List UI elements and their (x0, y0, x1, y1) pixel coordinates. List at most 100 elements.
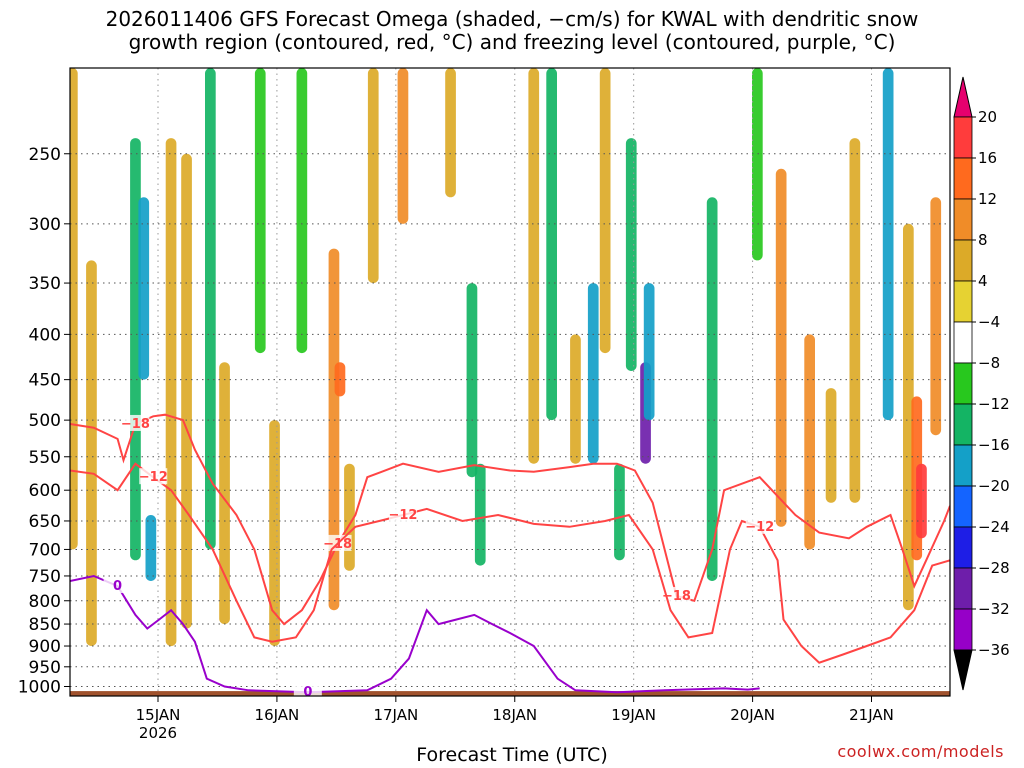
y-tick-label: 900 (29, 637, 61, 657)
contour-label: 0 (303, 685, 312, 700)
omega-cell (587, 283, 599, 464)
omega-cell (254, 68, 266, 354)
omega-cell (882, 68, 894, 421)
plot-frame (69, 67, 951, 697)
gridlines (70, 68, 950, 696)
y-tick-label: 650 (29, 512, 61, 532)
x-tick-label: 16JAN (255, 706, 300, 724)
omega-cell (625, 138, 637, 371)
y-tick-label: 500 (29, 411, 61, 431)
y-tick-label: 450 (29, 371, 61, 391)
omega-cell (328, 248, 340, 611)
colorbar-label: −8 (978, 354, 1000, 372)
title-line-1: 2026011406 GFS Forecast Omega (shaded, −… (105, 7, 919, 31)
colorbar-segment (953, 362, 973, 405)
omega-shading-layer (70, 68, 942, 647)
contour-label-background (745, 517, 774, 534)
omega-cell (70, 68, 78, 550)
colorbar-segment (953, 403, 973, 446)
colorbar-label: 12 (978, 190, 997, 208)
contour-line--18 (70, 413, 950, 626)
y-tick-label: 700 (29, 540, 61, 560)
colorbar-label: 4 (978, 272, 988, 290)
omega-cell (752, 68, 763, 261)
y-tick-label: 950 (29, 658, 61, 678)
colorbar-segment (953, 198, 973, 241)
colorbar-segment (953, 444, 973, 487)
omega-cell (397, 68, 409, 224)
y-tick-label: 400 (29, 325, 61, 345)
omega-cell (86, 260, 97, 646)
y-tick-label: 800 (29, 592, 61, 612)
colorbar-segment (953, 526, 973, 569)
credit-text: coolwx.com/models (837, 742, 1004, 761)
colorbar-label: 8 (978, 231, 988, 249)
x-axis-label: Forecast Time (UTC) (416, 744, 608, 766)
omega-cell (528, 68, 540, 464)
omega-cell (804, 334, 815, 550)
omega-cell (138, 197, 150, 380)
y-tick-label: 600 (29, 481, 61, 501)
x-tick-label: 19JAN (611, 706, 656, 724)
colorbar-bottom-arrow (953, 649, 973, 691)
omega-cell (130, 138, 141, 561)
omega-cell (546, 68, 557, 421)
omega-cell (205, 68, 216, 550)
colorbar-label: −20 (978, 477, 1010, 495)
contour-line-0 (70, 574, 760, 694)
omega-cell (825, 388, 837, 503)
y-tick-label: 1000 (18, 678, 61, 698)
colorbar-segment (953, 239, 973, 282)
omega-cell (599, 68, 611, 354)
omega-cell (930, 197, 942, 436)
colorbar-label: −36 (978, 641, 1010, 659)
contour-label-background (662, 586, 691, 603)
omega-cell (145, 515, 157, 581)
y-tick-label: 300 (29, 215, 61, 235)
omega-cell (367, 68, 379, 284)
y-tick-label: 550 (29, 448, 61, 468)
contour-label: −12 (745, 520, 774, 535)
colorbar-label: −12 (978, 395, 1010, 413)
contour-label-background (388, 506, 417, 523)
contour-label: −12 (139, 470, 168, 485)
omega-cell (849, 138, 861, 503)
title-line-2: growth region (contoured, red, °C) and f… (128, 30, 896, 54)
terrain-band (70, 691, 950, 696)
colorbar: 20 16 12 8 4 −4 −8 −12 −16 −20 −24 −28 −32 −36 (953, 76, 1010, 691)
omega-cell (219, 362, 230, 625)
colorbar-segment (953, 485, 973, 528)
contour-label-background (139, 468, 168, 485)
contour-label-background (103, 577, 132, 594)
colorbar-segment (953, 157, 973, 200)
chart-title: 2026011406 GFS Forecast Omega (shaded, −… (0, 8, 1024, 54)
contour-label: −12 (388, 508, 417, 523)
omega-cell (296, 68, 308, 354)
y-tick-label: 350 (29, 274, 61, 294)
x-tick-label: 21JAN (849, 706, 894, 724)
colorbar-top-arrow (953, 76, 973, 118)
omega-cell (474, 463, 486, 566)
colorbar-label: −32 (978, 600, 1010, 618)
colorbar-segment (953, 608, 973, 651)
colorbar-label: −24 (978, 518, 1010, 536)
x-tick-label: 15JAN (136, 706, 181, 724)
omega-cell (165, 138, 177, 647)
colorbar-label: 20 (978, 108, 997, 126)
omega-cell (445, 68, 456, 198)
omega-cell (706, 197, 718, 582)
colorbar-label: −16 (978, 436, 1010, 454)
omega-cell (916, 463, 927, 539)
contour-label-background (121, 414, 150, 431)
contour-label: −18 (662, 589, 691, 604)
y-tick-label: 850 (29, 615, 61, 635)
x-tick-label: 18JAN (492, 706, 537, 724)
omega-cell (775, 168, 787, 527)
x-tick-label: 20JAN (730, 706, 775, 724)
contour-label: 0 (113, 579, 122, 594)
colorbar-segment (953, 567, 973, 610)
colorbar-label: −28 (978, 559, 1010, 577)
colorbar-label: 16 (978, 149, 997, 167)
